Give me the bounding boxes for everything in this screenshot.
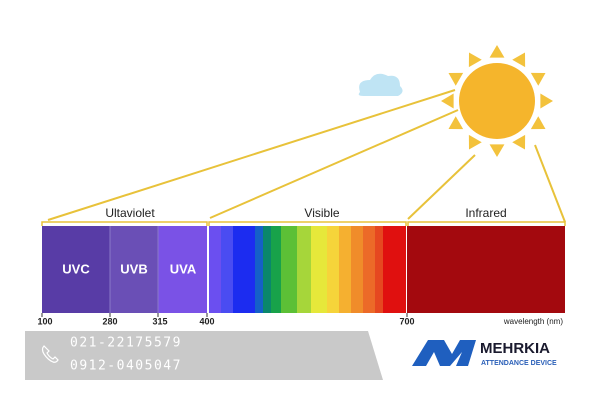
sun-ray bbox=[468, 52, 482, 68]
wavelength-label: 100 bbox=[37, 316, 52, 326]
stripe bbox=[271, 226, 282, 313]
sun-ray bbox=[512, 52, 526, 68]
stripe bbox=[311, 226, 328, 313]
beam bbox=[407, 154, 476, 220]
wavelength-label: 315 bbox=[152, 316, 167, 326]
phone-icon bbox=[41, 345, 59, 363]
band-label: UVA bbox=[170, 261, 197, 276]
beams bbox=[47, 89, 566, 223]
stripe bbox=[375, 226, 384, 313]
stripe bbox=[327, 226, 340, 313]
stripe bbox=[233, 226, 256, 313]
stripe bbox=[339, 226, 352, 313]
group-label: Infrared bbox=[465, 206, 506, 220]
brand-logo bbox=[412, 340, 476, 366]
uvb-band bbox=[110, 226, 158, 313]
stripe bbox=[263, 226, 272, 313]
beam bbox=[209, 109, 459, 219]
phone-number[interactable]: 021-22175579 bbox=[70, 336, 182, 351]
stripe bbox=[363, 226, 376, 313]
sun-disc bbox=[459, 63, 535, 139]
stripe bbox=[221, 226, 234, 313]
wavelength-label: 700 bbox=[399, 316, 414, 326]
brand-name: MEHRKIA bbox=[480, 340, 550, 357]
sun-ray bbox=[530, 72, 546, 86]
sun-ray bbox=[468, 134, 482, 150]
group-label: Ultaviolet bbox=[105, 206, 155, 220]
brackets bbox=[41, 221, 566, 226]
contact-panel bbox=[25, 331, 383, 380]
sun-ray bbox=[489, 45, 505, 58]
bracket bbox=[41, 221, 208, 226]
stripe bbox=[383, 226, 406, 313]
sun-ray bbox=[489, 144, 505, 157]
sun-ray bbox=[530, 116, 546, 130]
brand-tagline: ATTENDANCE DEVICE bbox=[481, 360, 557, 367]
sun bbox=[441, 45, 553, 157]
stripe bbox=[297, 226, 312, 313]
axis-unit: wavelength (nm) bbox=[503, 317, 563, 326]
wavelength-label: 280 bbox=[102, 316, 117, 326]
sun-ray bbox=[512, 134, 526, 150]
beam bbox=[47, 89, 456, 221]
group-label: Visible bbox=[304, 206, 339, 220]
sun-ray bbox=[441, 93, 454, 109]
ticks bbox=[41, 313, 408, 317]
stripe bbox=[209, 226, 222, 313]
bracket bbox=[407, 221, 566, 226]
band-label: UVB bbox=[120, 261, 147, 276]
uva-band bbox=[158, 226, 207, 313]
stripe bbox=[255, 226, 264, 313]
uvc-band bbox=[42, 226, 110, 313]
stripe bbox=[351, 226, 364, 313]
wavelength-label: 400 bbox=[199, 316, 214, 326]
infrared-band bbox=[407, 226, 565, 313]
bracket bbox=[208, 221, 407, 226]
cloud bbox=[358, 73, 403, 96]
phone-number[interactable]: 0912-0405047 bbox=[70, 359, 182, 374]
sun-ray bbox=[448, 72, 464, 86]
band-label: UVC bbox=[62, 261, 90, 276]
stripe bbox=[281, 226, 298, 313]
beam bbox=[534, 144, 566, 223]
sun-ray bbox=[540, 93, 553, 109]
visible-band bbox=[209, 226, 406, 313]
sun-ray bbox=[448, 116, 464, 130]
